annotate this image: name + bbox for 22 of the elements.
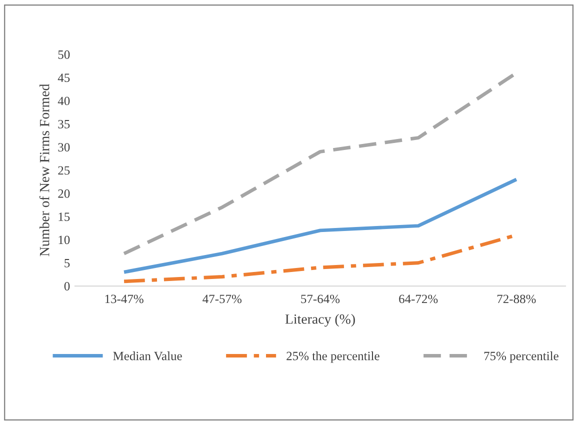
y-tick-label: 25	[58, 166, 70, 175]
legend-label: Median Value	[113, 351, 182, 360]
y-tick-label: 35	[58, 120, 70, 128]
y-tick-label: 10	[58, 236, 70, 244]
y-tick-label: 15	[58, 212, 70, 221]
line-series	[122, 178, 518, 274]
legend-label: 25% the percentile	[286, 351, 380, 363]
x-tick-label: 57-64%	[301, 294, 340, 304]
y-tick-label: 50	[58, 50, 70, 59]
x-axis-title: Literacy (%)	[285, 314, 355, 327]
y-tick-label: 45	[58, 74, 70, 82]
x-tick-label: 72-88%	[497, 294, 536, 304]
legend-label: 75% percentile	[484, 351, 558, 363]
y-tick-label: 0	[64, 282, 70, 290]
y-tick-label: 30	[58, 143, 70, 152]
y-tick-label: 5	[64, 259, 70, 268]
y-tick-label: 20	[58, 189, 70, 198]
x-tick-label: 64-72%	[399, 294, 438, 304]
x-tick-label: 13-47%	[105, 294, 144, 304]
x-tick-label: 47-57%	[202, 294, 242, 304]
y-tick-label: 40	[58, 96, 70, 106]
y-axis-title: Number of New Firms Formed	[39, 84, 50, 256]
